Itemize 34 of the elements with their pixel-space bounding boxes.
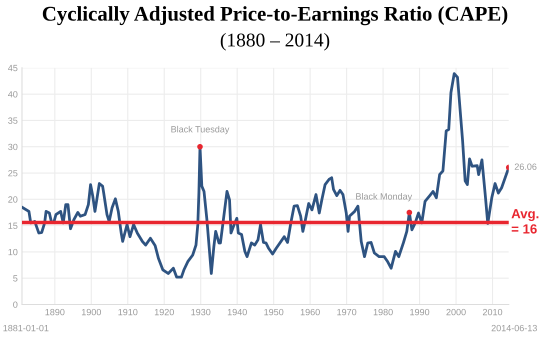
x-tick-label: 1920 — [154, 308, 174, 316]
y-tick-label: 0 — [13, 301, 18, 308]
ref-line-label: Avg. = 16 — [512, 209, 538, 234]
y-tick-label: 10 — [8, 248, 18, 256]
x-tick-label: 1990 — [410, 308, 430, 316]
x-tick-label: 1950 — [264, 308, 284, 316]
y-tick-label: 35 — [8, 117, 18, 124]
x-tick-label: 1910 — [118, 308, 138, 316]
x-tick-label: 1970 — [337, 308, 356, 316]
x-tick-label: 2010 — [482, 308, 502, 316]
y-tick-label: 45 — [8, 64, 18, 72]
point — [406, 210, 412, 216]
annotation: 26.06 — [514, 163, 536, 170]
line-series — [22, 72, 509, 279]
y-tick-label: 5 — [13, 275, 18, 282]
y-tick-label: 15 — [8, 222, 18, 229]
y-tick-label: 25 — [8, 170, 18, 176]
chart-title: Cyclically Adjusted Price-to-Earnings Ratio (CAPE) — [42, 6, 508, 26]
y-tick-label: 20 — [8, 196, 18, 203]
x-tick-label: 1960 — [300, 308, 320, 316]
x-tick-label: 1900 — [82, 308, 101, 316]
point — [197, 144, 203, 150]
x-tick-label: 2000 — [446, 308, 466, 316]
annotation: Black Monday — [356, 192, 412, 202]
text: 2014-06-13 — [492, 324, 537, 332]
x-tick-label: 1890 — [45, 308, 65, 316]
x-tick-label: 1940 — [228, 308, 247, 316]
y-tick-label: 40 — [8, 91, 18, 98]
x-tick-label: 1930 — [191, 308, 210, 316]
chart-subtitle: (1880 – 2014) — [220, 32, 330, 51]
x-tick-label: 1980 — [374, 308, 393, 316]
text: 1881-01-01 — [3, 324, 48, 332]
annotation: Black Tuesday — [171, 126, 230, 134]
y-tick-label: 30 — [8, 144, 18, 150]
